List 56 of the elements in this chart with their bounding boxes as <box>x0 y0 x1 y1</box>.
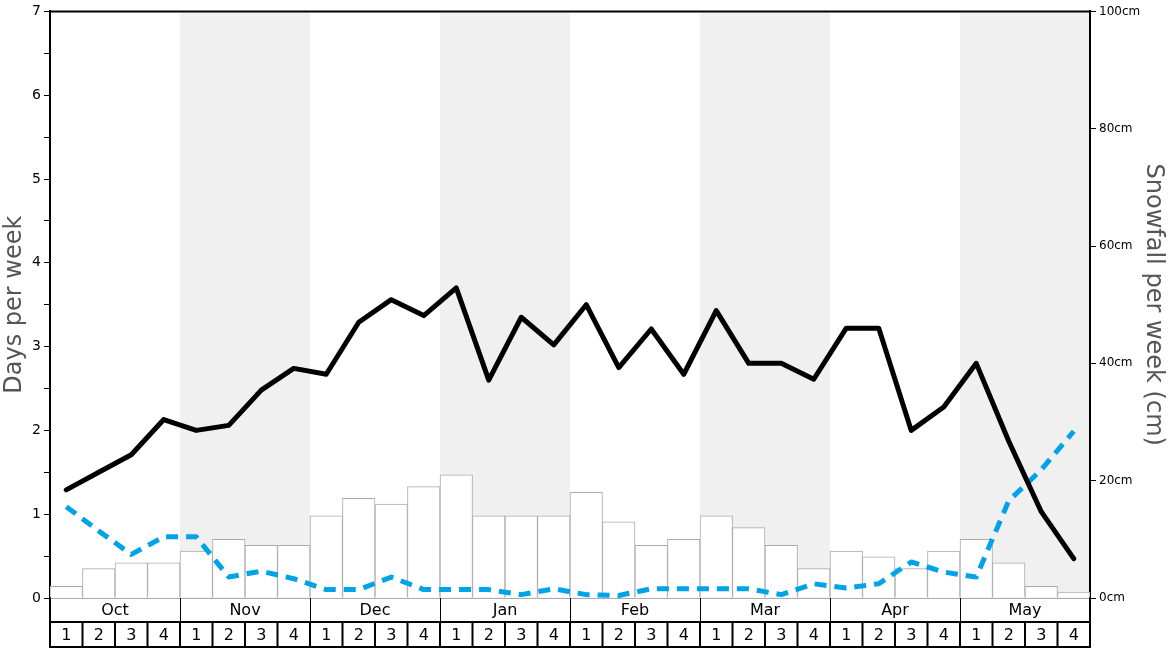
x-tick-label: 2 <box>873 624 884 644</box>
x-tick-label: 3 <box>126 624 137 644</box>
y2-tick-label: 60cm <box>1099 238 1133 253</box>
y2-axis-title: Snowfall per week (cm) <box>1141 163 1168 446</box>
y2-tick-label: 100cm <box>1099 3 1141 18</box>
text: Mar <box>749 600 781 620</box>
x-tick-label: 3 <box>906 624 917 644</box>
y-tick-label: 1 <box>32 504 41 521</box>
x-tick-label: 2 <box>743 624 754 644</box>
x-tick-label: 2 <box>1003 624 1014 644</box>
x-tick-label: 4 <box>1068 624 1079 644</box>
x-tick-label: 3 <box>256 624 267 644</box>
text: Feb <box>620 600 650 620</box>
x-tick-label: 3 <box>1036 624 1047 644</box>
x-tick-label: 1 <box>711 624 722 644</box>
y2-tick-label: 20cm <box>1099 472 1133 487</box>
text: May <box>1008 600 1042 620</box>
text: Jan <box>491 600 518 620</box>
y-tick-label: 4 <box>32 253 42 270</box>
text: Apr <box>881 600 910 620</box>
x-tick-label: 3 <box>386 624 397 644</box>
x-tick-label: 4 <box>158 624 169 644</box>
x-tick-label: 4 <box>808 624 819 644</box>
x-tick-label: 3 <box>776 624 787 644</box>
x-tick-label: 4 <box>548 624 559 644</box>
x-tick-label: 1 <box>581 624 592 644</box>
x-tick-label: 3 <box>516 624 527 644</box>
x-tick-label: 1 <box>61 624 72 644</box>
text: Nov <box>229 600 261 620</box>
x-tick-label: 4 <box>938 624 949 644</box>
y-tick-label: 7 <box>32 2 41 19</box>
x-tick-label: 4 <box>678 624 689 644</box>
y-tick-label: 2 <box>32 421 41 438</box>
x-tick-label: 3 <box>646 624 657 644</box>
x-tick-label: 4 <box>288 624 299 644</box>
text: Oct <box>101 600 129 620</box>
y-tick-label: 3 <box>32 337 41 354</box>
x-tick-label: 2 <box>353 624 364 644</box>
x-tick-label: 1 <box>191 624 202 644</box>
x-tick-label: 1 <box>971 624 982 644</box>
x-tick-label: 1 <box>451 624 462 644</box>
y-tick-label: 0 <box>32 588 41 605</box>
y-axis-title: Days per week <box>0 215 27 394</box>
x-tick-label: 2 <box>223 624 234 644</box>
y-tick-label: 5 <box>32 169 41 186</box>
x-tick-label: 2 <box>613 624 624 644</box>
x-tick-label: 2 <box>93 624 104 644</box>
text: Dec <box>359 600 391 620</box>
y2-tick-label: 0cm <box>1099 590 1125 605</box>
x-tick-label: 1 <box>321 624 332 644</box>
y-tick-label: 6 <box>32 85 42 102</box>
y2-tick-label: 80cm <box>1099 120 1133 135</box>
x-tick-label: 4 <box>418 624 429 644</box>
x-tick-label: 1 <box>841 624 852 644</box>
y2-tick-label: 40cm <box>1099 355 1133 370</box>
x-tick-label: 2 <box>483 624 494 644</box>
